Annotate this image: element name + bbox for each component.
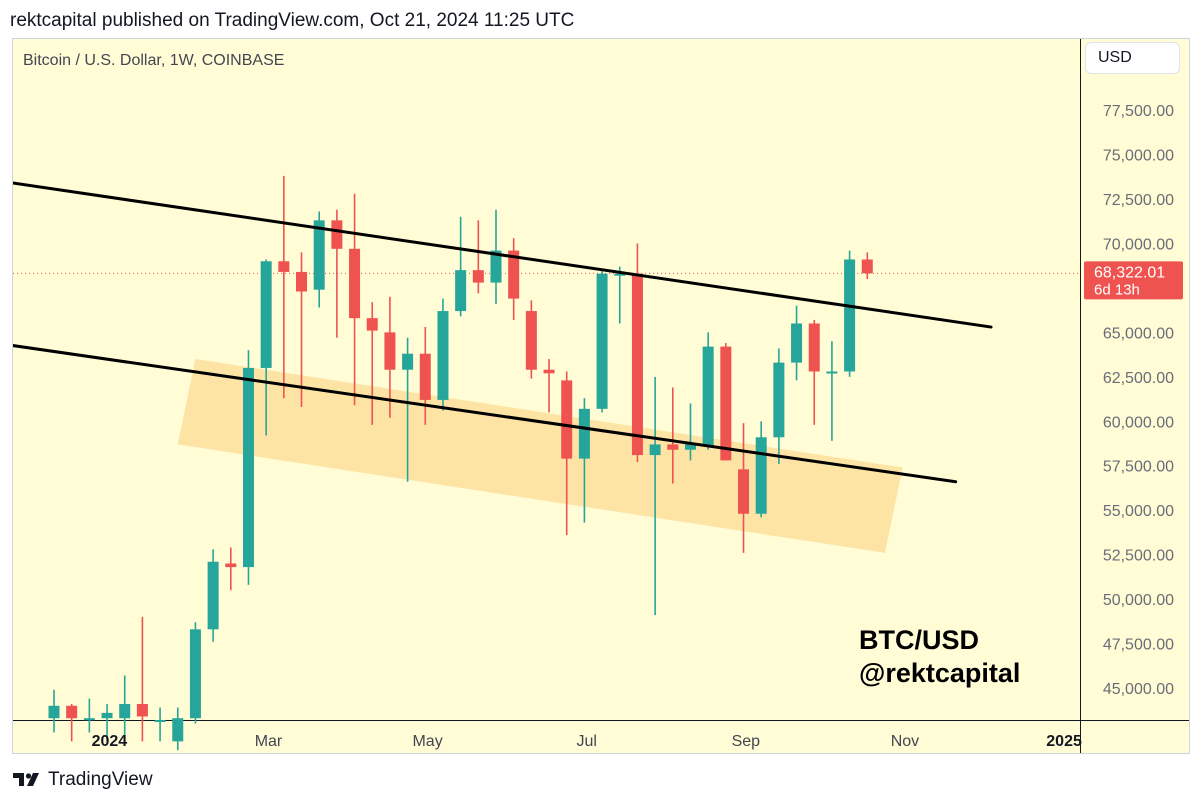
candle-body[interactable] [844, 259, 856, 372]
candle-body[interactable] [614, 273, 626, 276]
watermark-author: @rektcapital [859, 658, 1020, 688]
watermark-symbol: BTC/USD [859, 625, 979, 655]
candle-body[interactable] [667, 444, 679, 450]
footer: TradingView [12, 767, 153, 793]
candle-body[interactable] [119, 703, 131, 719]
candle-body[interactable] [101, 712, 113, 719]
candle-body[interactable] [48, 705, 60, 719]
candle-body[interactable] [702, 346, 714, 447]
candle-body[interactable] [384, 332, 396, 370]
plot-background [13, 39, 1080, 720]
candle-body[interactable] [278, 261, 290, 272]
candle-body[interactable] [437, 311, 449, 400]
channel-top-trendline [13, 181, 993, 329]
candle-body[interactable] [561, 380, 573, 459]
last-price-tag [1084, 261, 1183, 300]
y-tick-label: 50,000.00 [1103, 592, 1174, 609]
candle-body[interactable] [649, 444, 661, 456]
candle-body[interactable] [490, 250, 502, 283]
x-tick-label: Nov [891, 733, 919, 750]
candle-body[interactable] [720, 346, 732, 461]
y-tick-label: 57,500.00 [1103, 459, 1174, 476]
y-tick-label: 77,500.00 [1103, 103, 1174, 120]
candle-body[interactable] [66, 705, 78, 719]
y-tick-label: 72,500.00 [1103, 192, 1174, 209]
candle-body[interactable] [684, 442, 696, 450]
candle-body[interactable] [242, 367, 254, 568]
support-zone [177, 359, 903, 553]
x-tick-label: 2024 [92, 733, 128, 750]
candle-body[interactable] [578, 408, 590, 459]
tradingview-brand: TradingView [48, 769, 153, 790]
candle-body[interactable] [455, 270, 467, 312]
candle-body[interactable] [225, 563, 237, 568]
x-tick-label: Mar [255, 733, 283, 750]
y-tick-label: 65,000.00 [1103, 325, 1174, 342]
y-tick-label: 52,500.00 [1103, 548, 1174, 565]
x-tick-label: Jul [576, 733, 596, 750]
candle-body[interactable] [508, 250, 520, 299]
candle-body[interactable] [596, 273, 608, 409]
price-axis-background[interactable] [1080, 39, 1189, 720]
candle-body[interactable] [296, 271, 308, 292]
last-price-label: 68,322.01 [1094, 264, 1165, 281]
candle-body[interactable] [525, 311, 537, 370]
y-tick-label: 55,000.00 [1103, 503, 1174, 520]
candle-body[interactable] [791, 323, 803, 363]
channel-bottom-trendline [13, 344, 958, 484]
y-tick-label: 60,000.00 [1103, 414, 1174, 431]
candle-body[interactable] [136, 703, 148, 717]
candle-body[interactable] [808, 323, 820, 372]
candle-body[interactable] [402, 353, 414, 370]
y-tick-label: 70,000.00 [1103, 236, 1174, 253]
y-tick-label: 47,500.00 [1103, 637, 1174, 654]
candle-body[interactable] [154, 720, 166, 722]
candle-body[interactable] [738, 469, 750, 514]
chart-title: Bitcoin / U.S. Dollar, 1W, COINBASE [23, 52, 284, 69]
candle-body[interactable] [172, 718, 184, 742]
candle-body[interactable] [366, 318, 378, 331]
x-tick-label: May [412, 733, 442, 750]
candle-body[interactable] [207, 561, 219, 630]
candle-body[interactable] [773, 362, 785, 438]
candle-body[interactable] [543, 369, 555, 374]
candle-body[interactable] [313, 220, 325, 290]
time-axis-background[interactable] [13, 720, 1189, 753]
candle-body[interactable] [260, 261, 272, 368]
candle-body[interactable] [861, 259, 873, 274]
candle-body[interactable] [419, 353, 431, 400]
candle-body[interactable] [189, 629, 201, 719]
chart-panel[interactable]: Bitcoin / U.S. Dollar, 1W, COINBASE BTC/U… [12, 38, 1190, 754]
candle-body[interactable] [826, 371, 838, 374]
candle-body[interactable] [472, 270, 484, 283]
x-tick-label: Sep [732, 733, 761, 750]
currency-selector[interactable]: USD [1085, 42, 1180, 74]
x-tick-label: 2025 [1046, 733, 1082, 750]
publish-caption: rektcapital published on TradingView.com… [10, 10, 575, 31]
candle-body[interactable] [631, 273, 643, 456]
y-tick-label: 45,000.00 [1103, 681, 1174, 698]
tradingview-logo-icon [13, 773, 39, 786]
y-tick-label: 75,000.00 [1103, 148, 1174, 165]
candle-body[interactable] [349, 248, 361, 319]
candle-body[interactable] [331, 220, 343, 249]
bar-countdown-label: 6d 13h [1094, 281, 1140, 298]
y-tick-label: 62,500.00 [1103, 370, 1174, 387]
price-chart[interactable]: Bitcoin / U.S. Dollar, 1W, COINBASE BTC/U… [13, 39, 1189, 753]
candle-body[interactable] [755, 437, 767, 514]
candle-body[interactable] [83, 718, 95, 721]
